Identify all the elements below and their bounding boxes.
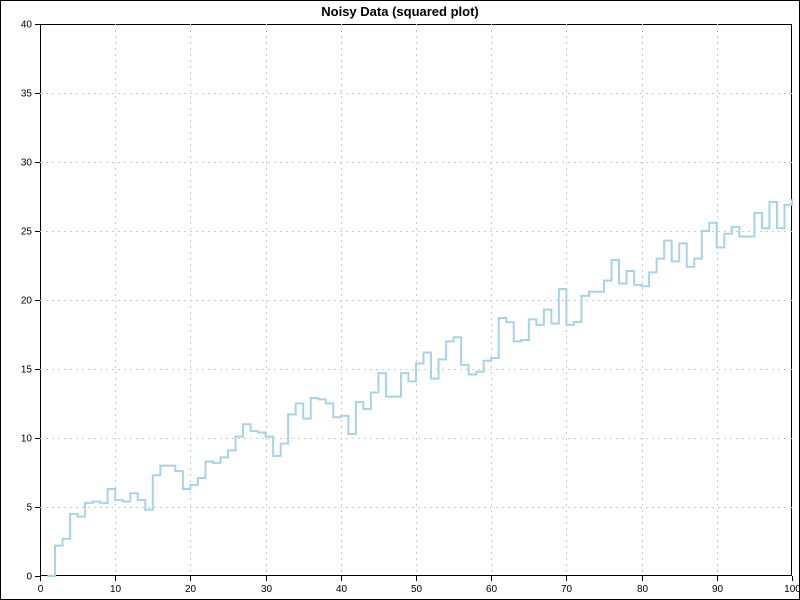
x-tick-label: 80 [637,584,649,595]
x-tick-label: 100 [784,584,800,595]
chart-svg: 0 10 20 30 40 50 60 70 80 90 100 0 5 10 15 20 25 30 35 40 [0,0,800,600]
y-tick-label: 20 [21,296,33,307]
x-tick-label: 0 [38,584,44,595]
y-tick-label: 0 [26,572,32,583]
chart-container: Noisy Data (squared plot) 01020304050607… [0,0,800,600]
data-series-step [48,199,792,576]
y-tick-label: 35 [21,89,33,100]
y-tick-label: 10 [21,434,33,445]
x-tick-label: 60 [486,584,498,595]
y-tick-label: 30 [21,158,33,169]
y-tick-label: 15 [21,365,33,376]
x-tick-label: 90 [712,584,724,595]
x-tick-label: 70 [561,584,573,595]
x-tick-label: 50 [411,584,423,595]
y-tick-label: 25 [21,227,33,238]
x-tick-label: 10 [110,584,122,595]
y-tick-label: 5 [26,503,32,514]
x-tick-label: 30 [261,584,273,595]
y-tick-label: 40 [21,20,33,31]
x-tick-label: 40 [336,584,348,595]
x-tick-label: 20 [185,584,197,595]
